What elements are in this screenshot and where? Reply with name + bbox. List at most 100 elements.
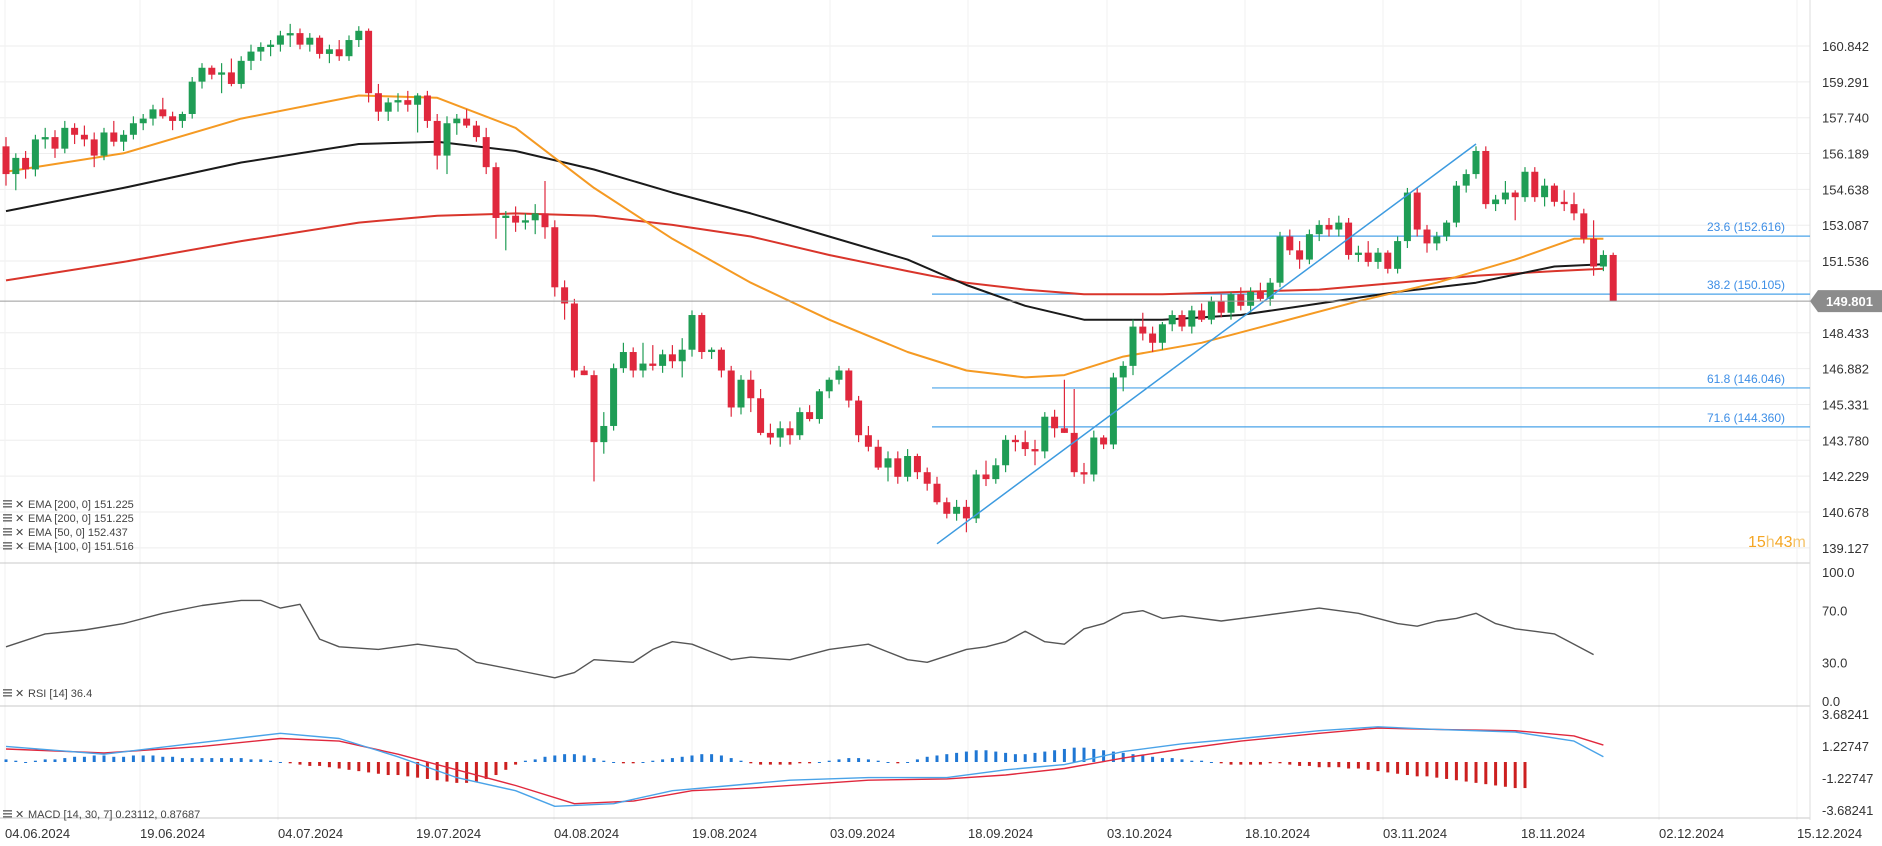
legend-menu-icon[interactable] [3,689,12,697]
candle-body [1237,294,1245,306]
trend-line[interactable] [936,143,1477,545]
macd-histogram-bar [1435,762,1439,778]
candle [365,28,373,103]
macd-histogram-bar [220,758,224,762]
candle-body [433,120,441,156]
macd-histogram-bar [73,756,77,762]
candle [463,109,471,128]
candles [2,23,1617,533]
candle-body [1041,416,1049,452]
legend-label: EMA [50, 0] 152.437 [28,527,128,539]
candle-body [1149,333,1157,343]
candle [894,451,902,484]
macd-histogram-bar [612,762,616,763]
macd-histogram-bar [1396,762,1400,774]
candle [1305,229,1313,265]
candle [1501,181,1509,205]
macd-histogram-bar [778,762,782,765]
candle [757,388,765,436]
candle [864,425,872,452]
candle-body [786,428,794,436]
macd-histogram-bar [955,752,959,762]
candle-body [267,44,275,47]
candle [1041,412,1049,459]
candle [845,368,853,408]
ema-legend-row[interactable]: ✕ EMA [50, 0] 152.437 [3,527,128,539]
candle [855,395,863,443]
candle [717,347,725,378]
macd-histogram-bar [837,759,841,762]
macd-histogram-bar [396,762,400,776]
candle [1472,146,1480,179]
candle [404,90,412,112]
candle-body [1374,252,1382,262]
legend-close-icon[interactable]: ✕ [15,688,24,700]
price-tick-label: 154.638 [1822,182,1869,197]
axes: 160.842 159.291 157.740 156.189 154.638 153.0… [5,39,1873,841]
ema-legend-row[interactable]: ✕ EMA [200, 0] 151.225 [3,499,134,511]
macd-histogram-bar [1513,762,1517,789]
candle [296,28,304,50]
legend-close-icon[interactable]: ✕ [15,541,24,553]
candle [1002,435,1010,473]
candle [90,132,98,168]
candle [1021,430,1029,457]
rsi-legend-row[interactable]: ✕ RSI [14] 36.4 [3,688,92,700]
candle-body [1354,252,1362,255]
macd-histogram-bar [1033,752,1037,762]
legend-close-icon[interactable]: ✕ [15,809,24,821]
macd-histogram-bar [1023,754,1027,762]
candle-body [531,213,539,221]
candle [943,497,951,519]
candle-body [1521,171,1529,198]
candle-body [629,352,637,371]
candle [806,405,814,422]
ema-legend-row[interactable]: ✕ EMA [100, 0] 151.516 [3,541,134,553]
macd-histogram-bar [102,755,106,762]
legend-close-icon[interactable]: ✕ [15,527,24,539]
macd-legend-row[interactable]: ✕ MACD [14, 30, 7] 0.23112, 0.87687 [3,809,200,821]
candle-body [1511,192,1519,198]
candle [384,97,392,121]
candle-body [335,49,343,57]
candle [688,310,696,357]
macd-tick-label: 3.68241 [1822,707,1869,722]
trend-line-segment[interactable] [936,143,1477,545]
legend-menu-icon[interactable] [3,528,12,536]
candle-body [1531,171,1539,198]
macd-histogram-bar [1268,762,1272,764]
candle-body [1403,192,1411,242]
fib-level-label: 23.6 (152.616) [1707,220,1785,234]
candle-body [159,109,167,117]
candle [394,93,402,112]
fib-level-label: 61.8 (146.046) [1707,372,1785,386]
fibonacci-retracement[interactable]: 23.6 (152.616) 38.2 (150.105) 61.8 (146.04… [932,220,1810,428]
candle-body [188,81,196,114]
candle-body [698,315,706,353]
macd-histogram-bar [768,762,772,765]
candle [551,220,559,297]
macd-histogram-bar [416,762,420,778]
candle-body [120,134,128,142]
candle-body [1247,291,1255,306]
candle [1423,224,1431,253]
candle-body [1129,326,1137,366]
macd-histogram-bar [171,756,175,762]
legend-menu-icon[interactable] [3,542,12,550]
macd-histogram-bar [445,762,449,782]
candle-body [835,370,843,380]
ema-legend-row[interactable]: ✕ EMA [200, 0] 151.225 [3,513,134,525]
macd-histogram-bar [14,760,18,762]
legend-menu-icon[interactable] [3,810,12,818]
legend-menu-icon[interactable] [3,514,12,522]
candle [208,65,216,80]
candle-body [100,132,108,156]
legend-menu-icon[interactable] [3,500,12,508]
candle-body [384,102,392,112]
candle-body [472,125,480,138]
macd-histogram-bar [906,762,910,763]
legend-close-icon[interactable]: ✕ [15,513,24,525]
legend-close-icon[interactable]: ✕ [15,499,24,511]
candle-body [521,220,529,223]
